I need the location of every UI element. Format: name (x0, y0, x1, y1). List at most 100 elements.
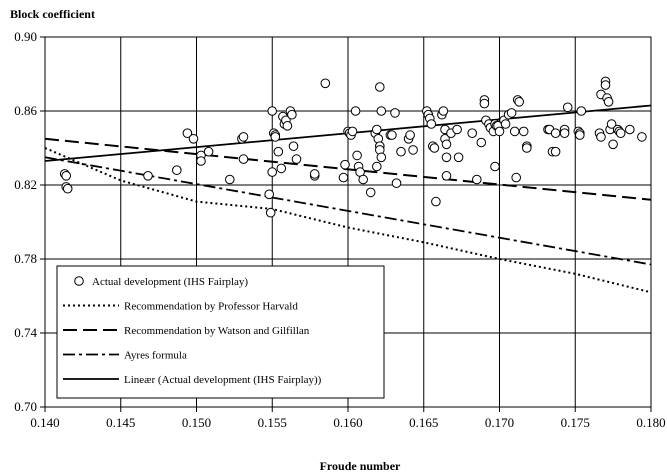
legend-marker (74, 276, 84, 286)
x-tick-label: 0.155 (258, 415, 287, 430)
scatter-point (576, 106, 587, 116)
scatter-point (550, 128, 561, 138)
scatter-point (188, 134, 199, 144)
scatter-point (391, 178, 402, 188)
scatter-point (352, 150, 362, 161)
scatter-point (372, 124, 382, 135)
scatter-point (375, 82, 385, 92)
scatter-point (264, 189, 275, 200)
scatter-point (282, 121, 293, 131)
scatter-point (494, 126, 505, 137)
scatter-point (203, 146, 214, 157)
x-tick-label: 0.180 (636, 415, 665, 430)
scatter-point (273, 146, 284, 157)
legend-label: Recommendation by Professor Harvald (124, 301, 298, 313)
scatter-point (338, 172, 349, 183)
x-tick-label: 0.175 (561, 415, 590, 430)
scatter-point (467, 128, 478, 138)
legend-box (56, 265, 385, 399)
scatter-point (479, 98, 490, 109)
legend: Actual development (IHS Fairplay) Recomme… (56, 265, 385, 399)
plot-frame (44, 36, 652, 408)
scatter-point (562, 102, 573, 113)
scatter-point (441, 171, 452, 181)
scatter-point (267, 106, 278, 116)
scatter-point (61, 171, 71, 181)
scatter-point (452, 124, 462, 135)
series-line-2 (44, 137, 652, 201)
y-tick-label: 0.74 (14, 325, 37, 340)
scatter-point (429, 143, 440, 153)
scatter-point (390, 108, 400, 118)
scatter-point (291, 154, 302, 164)
scatter-point (509, 126, 520, 137)
y-tick-label: 0.86 (14, 103, 37, 118)
scatter-point (238, 132, 249, 142)
scatter-point (431, 196, 441, 207)
scatter-point (309, 169, 320, 179)
scatter-point (365, 187, 376, 198)
scatter-points (59, 76, 647, 218)
scatter-point (476, 137, 487, 148)
scatter-point (506, 108, 517, 118)
scatter-point (596, 132, 606, 142)
scatter-point (453, 152, 464, 163)
legend-label: Actual development (IHS Fairplay) (92, 276, 248, 288)
scatter-point (288, 141, 299, 151)
scatter-point (387, 130, 397, 140)
scatter-point (606, 119, 617, 129)
y-axis-title: Block coefficient (10, 7, 95, 21)
scatter-point (600, 80, 611, 90)
scatter-point (441, 139, 452, 150)
scatter-point (287, 109, 297, 120)
legend-label: Lineær (Actual development (IHS Fairplay… (124, 374, 322, 386)
scatter-point (511, 172, 522, 183)
scatter-point (276, 163, 287, 174)
scatter-point (396, 146, 406, 157)
x-tick-label: 0.165 (409, 415, 438, 430)
scatter-point (441, 152, 452, 163)
scatter-point (559, 128, 570, 138)
scatter-point (172, 165, 182, 175)
scatter-point (347, 126, 358, 137)
scatter-point (637, 132, 647, 142)
legend-label: Recommendation by Watson and Gilfillan (124, 325, 310, 337)
tick-labels: 0.140 0.145 0.150 0.155 0.160 0.165 0.170 0.175… (14, 29, 665, 430)
scatter-point (500, 119, 511, 129)
x-tick-label: 0.170 (485, 415, 514, 430)
y-tick-label: 0.78 (14, 251, 37, 266)
x-tick-label: 0.160 (333, 415, 362, 430)
x-tick-label: 0.140 (30, 415, 59, 430)
scatter-point (518, 126, 529, 137)
scatter-point (340, 159, 350, 170)
scatter-point (514, 97, 525, 107)
scatter-point (472, 174, 482, 185)
scatter-point (196, 156, 206, 166)
scatter-point (615, 128, 626, 138)
scatter-point (408, 145, 418, 155)
scatter-point (225, 174, 235, 185)
legend-label: Ayres formula (124, 350, 187, 362)
y-tick-label: 0.70 (14, 399, 37, 414)
scatter-point (320, 78, 331, 89)
scatter-point (405, 130, 415, 140)
scatter-point (182, 128, 193, 138)
scatter-point (438, 106, 449, 116)
scatter-point (376, 152, 387, 163)
scatter-point (575, 130, 585, 140)
scatter-point (358, 174, 369, 185)
scatter-point (608, 139, 618, 150)
scatter-point (625, 124, 635, 135)
scatter-point (238, 154, 249, 164)
scatter-point (265, 207, 276, 218)
y-tick-label: 0.90 (14, 29, 37, 44)
scatter-point (267, 167, 278, 177)
scatter-point (270, 132, 281, 142)
scatter-point (550, 146, 561, 157)
scatter-point (522, 143, 532, 153)
scatter-point (603, 97, 614, 107)
y-tick-label: 0.82 (14, 177, 37, 192)
series-line-1 (44, 147, 652, 294)
x-axis-title: Froude number (320, 459, 401, 473)
